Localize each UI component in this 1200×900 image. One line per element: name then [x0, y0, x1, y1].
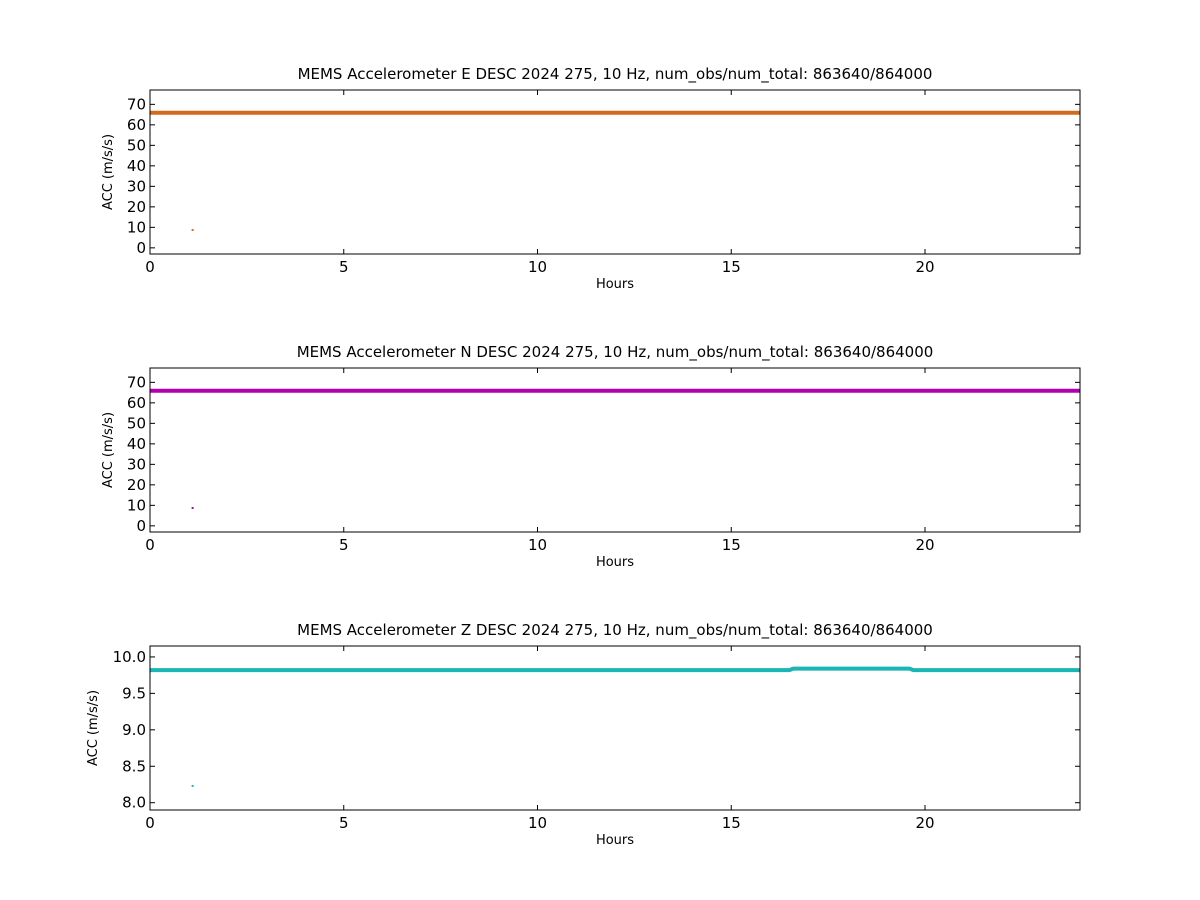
y-tick-label: 10	[127, 496, 146, 514]
axes-frame	[149, 645, 1081, 811]
x-tick-label: 0	[145, 814, 155, 832]
y-tick-label: 9.5	[122, 684, 146, 702]
x-tick-label: 0	[145, 258, 155, 276]
y-tick-label: 40	[127, 435, 146, 453]
y-tick-label: 60	[127, 116, 146, 134]
x-tick-label: 15	[722, 258, 741, 276]
x-tick-label: 20	[915, 814, 934, 832]
x-tick-label: 5	[339, 258, 349, 276]
y-tick-label: 40	[127, 157, 146, 175]
x-tick-label: 5	[339, 536, 349, 554]
data-point-outlier	[191, 507, 194, 510]
y-axis-label: ACC (m/s/s)	[101, 134, 116, 210]
x-tick-label: 10	[528, 814, 547, 832]
x-axis-label: Hours	[596, 555, 634, 570]
axes-frame	[149, 89, 1081, 255]
series-line	[150, 666, 1080, 673]
chart-panel-2: MEMS Accelerometer N DESC 2024 275, 10 H…	[101, 343, 1081, 570]
axes-frame	[149, 367, 1081, 533]
y-tick-label: 60	[127, 394, 146, 412]
y-tick-label: 70	[127, 373, 146, 391]
x-tick-label: 5	[339, 814, 349, 832]
data-point-outlier	[191, 784, 194, 787]
x-tick-label: 0	[145, 536, 155, 554]
x-tick-label: 15	[722, 814, 741, 832]
y-tick-label: 8.5	[122, 757, 146, 775]
y-tick-label: 10	[127, 218, 146, 236]
y-tick-label: 20	[127, 476, 146, 494]
y-tick-label: 50	[127, 136, 146, 154]
x-tick-label: 10	[528, 258, 547, 276]
y-tick-label: 0	[136, 517, 146, 535]
y-tick-label: 50	[127, 414, 146, 432]
chart-panel-1: MEMS Accelerometer E DESC 2024 275, 10 H…	[101, 65, 1081, 292]
y-tick-label: 30	[127, 455, 146, 473]
x-tick-label: 20	[915, 258, 934, 276]
y-tick-label: 30	[127, 177, 146, 195]
y-tick-label: 20	[127, 198, 146, 216]
data-point-outlier	[191, 229, 194, 232]
y-tick-label: 0	[136, 239, 146, 257]
chart-title: MEMS Accelerometer N DESC 2024 275, 10 H…	[297, 343, 934, 362]
x-axis-label: Hours	[596, 277, 634, 292]
x-tick-label: 20	[915, 536, 934, 554]
chart-title: MEMS Accelerometer Z DESC 2024 275, 10 H…	[297, 621, 933, 640]
y-tick-label: 8.0	[122, 794, 146, 812]
y-tick-label: 10.0	[113, 648, 146, 666]
y-tick-label: 70	[127, 95, 146, 113]
y-tick-label: 9.0	[122, 721, 146, 739]
x-axis-label: Hours	[596, 833, 634, 848]
y-axis-label: ACC (m/s/s)	[101, 412, 116, 488]
x-tick-label: 15	[722, 536, 741, 554]
x-tick-label: 10	[528, 536, 547, 554]
chart-title: MEMS Accelerometer E DESC 2024 275, 10 H…	[298, 65, 933, 84]
chart-panel-3: MEMS Accelerometer Z DESC 2024 275, 10 H…	[86, 621, 1081, 848]
y-axis-label: ACC (m/s/s)	[86, 690, 101, 766]
